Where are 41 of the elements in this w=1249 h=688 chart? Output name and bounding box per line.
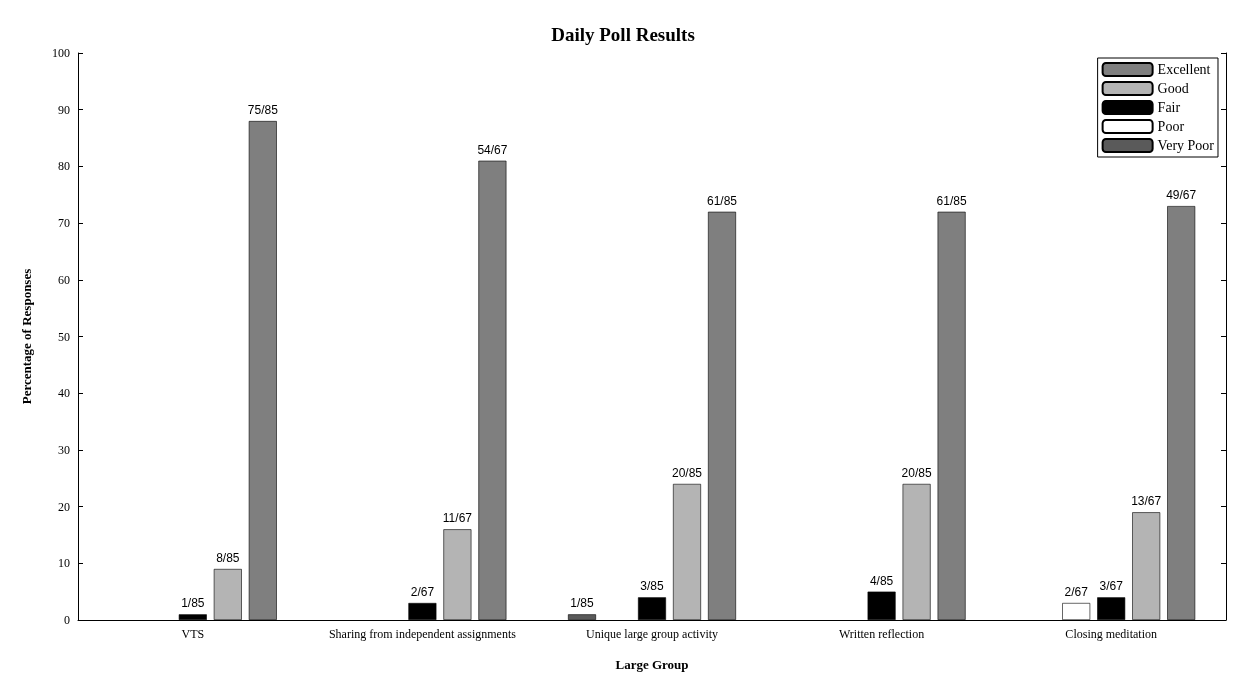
data-label: 20/85 <box>671 465 703 480</box>
x-tick-label: VTS <box>181 627 205 641</box>
data-label: 3/85 <box>640 579 664 594</box>
x-tick-label: Sharing from independent assignments <box>328 627 517 641</box>
y-tick-label: 10 <box>58 556 70 571</box>
y-tick-label: 50 <box>58 329 70 344</box>
y-tick-label: 60 <box>58 272 70 287</box>
y-tick-label: 90 <box>58 102 70 117</box>
data-label: 75/85 <box>247 103 279 118</box>
chart-title: Daily Poll Results <box>551 24 695 45</box>
data-label: 54/67 <box>477 142 508 157</box>
y-tick-label: 70 <box>58 216 70 231</box>
data-label: 2/67 <box>410 584 435 599</box>
x-tick-label: Closing meditation <box>1065 627 1158 641</box>
data-label: 20/85 <box>901 465 932 480</box>
legend-label: Good <box>1157 81 1189 96</box>
x-tick-label: Unique large group activity <box>585 627 719 641</box>
data-label: 4/85 <box>869 573 894 588</box>
data-label: 3/67 <box>1099 579 1124 594</box>
x-axis-title: Large Group <box>615 657 689 672</box>
y-tick-label: 0 <box>64 613 70 627</box>
x-tick-label: Written reflection <box>839 627 925 641</box>
legend-label: Fair <box>1157 100 1181 115</box>
legend-label: Excellent <box>1157 62 1211 77</box>
y-axis-title: Percentage of Responses <box>19 268 34 405</box>
data-label: 1/85 <box>570 596 594 611</box>
data-label: 1/85 <box>181 596 205 611</box>
y-tick-label: 100 <box>52 46 70 60</box>
data-label: 2/67 <box>1064 584 1089 599</box>
data-label: 61/85 <box>706 193 738 208</box>
y-tick-label: 20 <box>58 499 70 514</box>
data-label: 11/67 <box>442 511 473 526</box>
data-label: 49/67 <box>1166 188 1197 203</box>
y-tick-label: 30 <box>58 442 70 457</box>
data-label: 8/85 <box>216 550 240 565</box>
legend-label: Very Poor <box>1157 138 1215 153</box>
data-label: 61/85 <box>936 193 967 208</box>
legend-label: Poor <box>1157 119 1185 134</box>
y-tick-label: 80 <box>58 159 70 174</box>
data-label: 13/67 <box>1131 494 1162 509</box>
y-tick-label: 40 <box>58 386 70 401</box>
